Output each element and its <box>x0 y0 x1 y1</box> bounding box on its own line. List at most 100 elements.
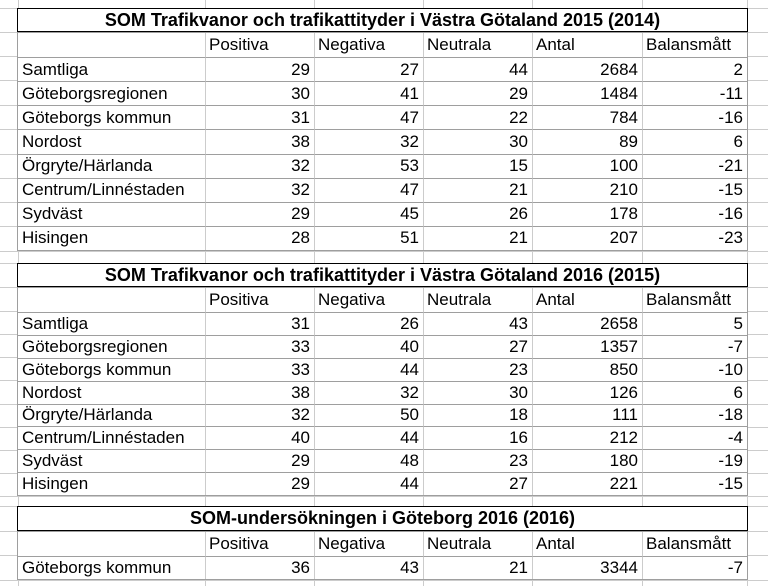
value-cell[interactable]: 18 <box>423 403 532 427</box>
value-cell[interactable]: 1484 <box>532 81 642 106</box>
value-cell[interactable]: 40 <box>314 334 423 358</box>
value-cell[interactable]: 180 <box>532 449 642 473</box>
value-cell[interactable]: 44 <box>314 357 423 381</box>
value-cell[interactable]: 29 <box>205 449 314 473</box>
value-cell[interactable]: 40 <box>205 426 314 450</box>
row-label-cell[interactable]: Hisingen <box>18 225 205 250</box>
value-cell[interactable]: 32 <box>314 380 423 404</box>
value-cell[interactable]: 44 <box>423 57 532 82</box>
column-header-cell[interactable]: Positiva <box>205 288 314 312</box>
column-header-cell[interactable]: Neutrala <box>423 532 532 556</box>
row-label-cell[interactable]: Göteborgs kommun <box>18 105 205 129</box>
value-cell[interactable]: -15 <box>642 177 747 202</box>
value-cell[interactable]: -23 <box>642 225 747 250</box>
value-cell[interactable]: 23 <box>423 357 532 381</box>
value-cell[interactable]: 33 <box>205 357 314 381</box>
value-cell[interactable]: -21 <box>642 153 747 178</box>
value-cell[interactable]: 33 <box>205 334 314 358</box>
value-cell[interactable]: 47 <box>314 177 423 202</box>
column-header-cell[interactable]: Neutrala <box>423 33 532 57</box>
value-cell[interactable]: -19 <box>642 449 747 473</box>
value-cell[interactable]: 27 <box>423 334 532 358</box>
value-cell[interactable]: 784 <box>532 105 642 130</box>
value-cell[interactable]: 43 <box>423 312 532 335</box>
value-cell[interactable]: 53 <box>314 153 423 178</box>
value-cell[interactable]: 30 <box>423 129 532 154</box>
table-title-cell[interactable]: SOM Trafikvanor och trafikattityder i Vä… <box>17 8 748 32</box>
row-label-cell[interactable]: Nordost <box>18 129 205 153</box>
value-cell[interactable]: 43 <box>314 556 423 579</box>
row-label-cell[interactable]: Örgryte/Härlanda <box>18 153 205 178</box>
header-empty-cell[interactable] <box>18 33 205 57</box>
value-cell[interactable]: 2 <box>642 57 747 82</box>
value-cell[interactable]: 126 <box>532 380 642 404</box>
value-cell[interactable]: 210 <box>532 177 642 202</box>
row-label-cell[interactable]: Göteborgsregionen <box>18 334 205 358</box>
value-cell[interactable]: -11 <box>642 81 747 106</box>
row-label-cell[interactable]: Sydväst <box>18 201 205 226</box>
value-cell[interactable]: 22 <box>423 105 532 130</box>
row-label-cell[interactable]: Centrum/Linnéstaden <box>18 426 205 449</box>
row-label-cell[interactable]: Göteborgsregionen <box>18 81 205 105</box>
value-cell[interactable]: 29 <box>423 81 532 106</box>
column-header-cell[interactable]: Neutrala <box>423 288 532 312</box>
value-cell[interactable]: 36 <box>205 556 314 579</box>
value-cell[interactable]: 5 <box>642 312 747 335</box>
value-cell[interactable]: 38 <box>205 380 314 404</box>
value-cell[interactable]: 29 <box>205 201 314 226</box>
value-cell[interactable]: 21 <box>423 225 532 250</box>
column-header-cell[interactable]: Positiva <box>205 33 314 57</box>
table-title-cell[interactable]: SOM Trafikvanor och trafikattityder i Vä… <box>17 263 748 287</box>
row-label-cell[interactable]: Nordost <box>18 380 205 404</box>
value-cell[interactable]: 21 <box>423 556 532 579</box>
header-empty-cell[interactable] <box>18 532 205 556</box>
value-cell[interactable]: 21 <box>423 177 532 202</box>
row-label-cell[interactable]: Göteborgs kommun <box>18 556 205 579</box>
value-cell[interactable]: 31 <box>205 312 314 335</box>
value-cell[interactable]: 27 <box>423 472 532 495</box>
value-cell[interactable]: -16 <box>642 105 747 130</box>
value-cell[interactable]: 212 <box>532 426 642 450</box>
value-cell[interactable]: 28 <box>205 225 314 250</box>
value-cell[interactable]: 26 <box>314 312 423 335</box>
value-cell[interactable]: 2684 <box>532 57 642 82</box>
value-cell[interactable]: 26 <box>423 201 532 226</box>
value-cell[interactable]: 89 <box>532 129 642 154</box>
value-cell[interactable]: -7 <box>642 334 747 358</box>
value-cell[interactable]: 29 <box>205 472 314 495</box>
column-header-cell[interactable]: Positiva <box>205 532 314 556</box>
row-label-cell[interactable]: Samtliga <box>18 312 205 335</box>
row-label-cell[interactable]: Samtliga <box>18 57 205 81</box>
column-header-cell[interactable]: Antal <box>532 532 642 556</box>
value-cell[interactable]: 1357 <box>532 334 642 358</box>
column-header-cell[interactable]: Antal <box>532 33 642 57</box>
value-cell[interactable]: 221 <box>532 472 642 495</box>
column-header-cell[interactable]: Antal <box>532 288 642 312</box>
value-cell[interactable]: 6 <box>642 129 747 154</box>
value-cell[interactable]: 41 <box>314 81 423 106</box>
value-cell[interactable]: -4 <box>642 426 747 450</box>
value-cell[interactable]: 3344 <box>532 556 642 579</box>
value-cell[interactable]: 15 <box>423 153 532 178</box>
value-cell[interactable]: 30 <box>423 380 532 404</box>
column-header-cell[interactable]: Negativa <box>314 532 423 556</box>
value-cell[interactable]: 29 <box>205 57 314 82</box>
value-cell[interactable]: 38 <box>205 129 314 154</box>
column-header-cell[interactable]: Balansmått <box>642 33 747 57</box>
row-label-cell[interactable]: Centrum/Linnéstaden <box>18 177 205 202</box>
value-cell[interactable]: -15 <box>642 472 747 495</box>
value-cell[interactable]: 2658 <box>532 312 642 335</box>
value-cell[interactable]: 30 <box>205 81 314 106</box>
value-cell[interactable]: 45 <box>314 201 423 226</box>
value-cell[interactable]: 51 <box>314 225 423 250</box>
row-label-cell[interactable]: Sydväst <box>18 449 205 472</box>
value-cell[interactable]: -7 <box>642 556 747 579</box>
column-header-cell[interactable]: Balansmått <box>642 532 747 556</box>
row-label-cell[interactable]: Göteborgs kommun <box>18 357 205 381</box>
value-cell[interactable]: 850 <box>532 357 642 381</box>
value-cell[interactable]: -16 <box>642 201 747 226</box>
value-cell[interactable]: 27 <box>314 57 423 82</box>
value-cell[interactable]: 50 <box>314 403 423 427</box>
value-cell[interactable]: -10 <box>642 357 747 381</box>
row-label-cell[interactable]: Örgryte/Härlanda <box>18 403 205 427</box>
